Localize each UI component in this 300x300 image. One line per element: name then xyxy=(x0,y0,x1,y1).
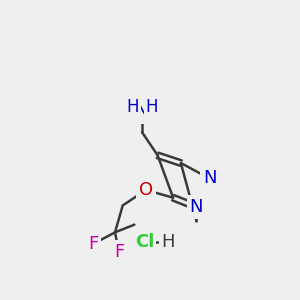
Text: H: H xyxy=(161,233,175,251)
Text: O: O xyxy=(139,181,153,199)
Text: F: F xyxy=(88,235,98,253)
Text: H: H xyxy=(127,98,139,116)
Text: F: F xyxy=(114,243,124,261)
Text: N: N xyxy=(190,198,203,216)
Text: N: N xyxy=(203,169,216,188)
Text: N: N xyxy=(135,103,149,121)
Text: Cl: Cl xyxy=(135,233,154,251)
Text: H: H xyxy=(145,98,158,116)
